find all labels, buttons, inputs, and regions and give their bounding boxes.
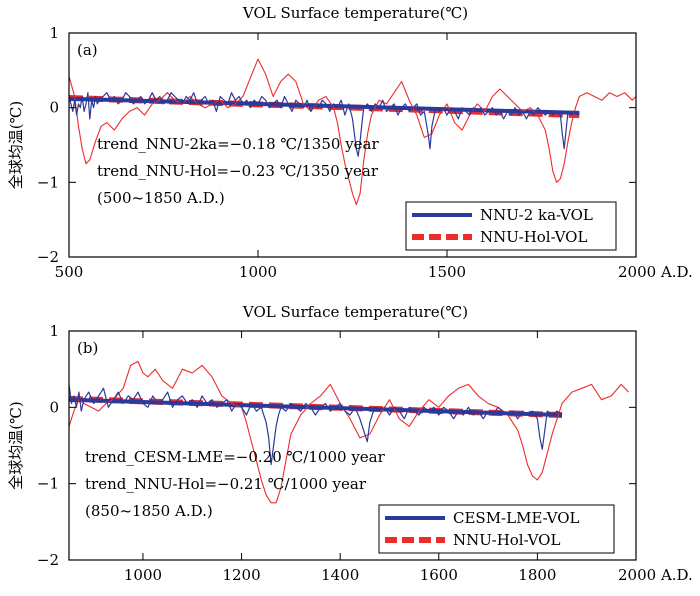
series-line-nnu-2-ka-vol: [69, 92, 580, 157]
plot-frame: [68, 330, 637, 561]
legend: CESM-LME-VOL NNU-Hol-VOL: [378, 504, 615, 554]
y-tick-label: 0: [49, 99, 59, 117]
trend-annotation: trend_NNU-Hol=−0.23 ℃/1350 year: [97, 162, 379, 180]
legend-label: NNU-2 ka-VOL: [480, 206, 593, 224]
legend-box: [378, 504, 615, 554]
trend-annotation: (850~1850 A.D.): [85, 502, 213, 520]
series-group: [69, 360, 629, 504]
y-tick-label: −2: [37, 248, 59, 266]
legend: NNU-2 ka-VOL NNU-Hol-VOL: [405, 201, 617, 251]
trend-annotation: trend_CESM-LME=−0.20 ℃/1000 year: [85, 448, 386, 466]
trend-annotation: trend_NNU-2ka=−0.18 ℃/1350 year: [97, 135, 379, 153]
x-tick-label: 500: [55, 263, 84, 281]
x-tick-label: 1800: [518, 566, 556, 584]
series-line-cesm-lme-vol: [69, 384, 563, 466]
x-tick-label: 1000: [124, 566, 162, 584]
y-tick-label: 0: [49, 398, 59, 416]
chart-title: VOL Surface temperature(℃): [242, 4, 468, 22]
y-tick-label: −1: [37, 173, 59, 191]
trend-annotation: (500~1850 A.D.): [97, 189, 225, 207]
trend-annotation: trend_NNU-Hol=−0.21 ℃/1000 year: [85, 475, 367, 493]
legend-label: NNU-Hol-VOL: [453, 531, 560, 549]
x-tick-label: 2000 A.D.: [618, 566, 693, 584]
x-tick-label: 1400: [321, 566, 359, 584]
y-tick-label: −1: [37, 475, 59, 493]
panel-label: (b): [77, 339, 98, 357]
series-group: [69, 58, 636, 206]
series-line-nnu-hol-vol: [69, 58, 636, 206]
y-tick-label: 1: [49, 322, 59, 340]
chart-title: VOL Surface temperature(℃): [242, 303, 468, 321]
plot-frame: [68, 32, 637, 258]
series-line-nnu-2-ka-vol-trend: [69, 96, 580, 115]
y-tick-label: 1: [49, 24, 59, 42]
panel-b: VOL Surface temperature(℃) 1 0 −1 −2 1000 1200…: [7, 303, 693, 584]
panel-label: (a): [77, 41, 98, 59]
series-line-nnu-hol-vol: [69, 360, 629, 504]
y-axis-label: 全球均温(℃): [7, 101, 25, 189]
x-tick-label: 1000: [239, 263, 277, 281]
y-tick-label: −2: [37, 551, 59, 569]
x-tick-label: 1600: [420, 566, 458, 584]
legend-label: NNU-Hol-VOL: [480, 228, 587, 246]
legend-box: [405, 201, 617, 251]
x-tick-label: 1200: [222, 566, 260, 584]
series-line-cesm-lme-vol-trend: [69, 397, 563, 417]
y-axis-label: 全球均温(℃): [7, 401, 25, 489]
legend-label: CESM-LME-VOL: [453, 509, 580, 527]
x-tick-label: 2000 A.D.: [618, 263, 693, 281]
x-tick-label: 1500: [428, 263, 466, 281]
